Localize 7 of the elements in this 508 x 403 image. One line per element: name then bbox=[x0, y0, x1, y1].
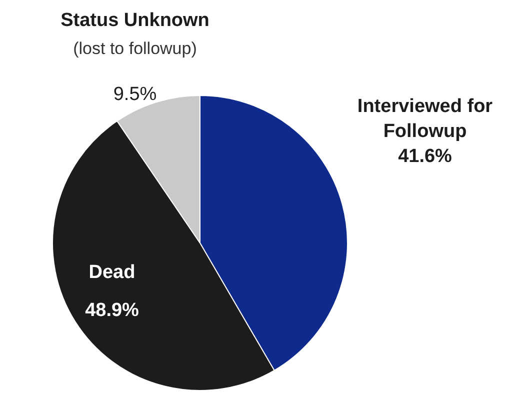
data-label: 9.5% bbox=[113, 84, 157, 105]
slice-label: Dead bbox=[88, 262, 136, 283]
text: (lost to followup) bbox=[73, 39, 197, 58]
slice-label: Status Unknown bbox=[60, 10, 210, 31]
data-label: 41.6% bbox=[398, 146, 452, 167]
slice-label: Interviewed for Followup bbox=[357, 96, 494, 142]
data-label: 48.9% bbox=[85, 300, 140, 321]
